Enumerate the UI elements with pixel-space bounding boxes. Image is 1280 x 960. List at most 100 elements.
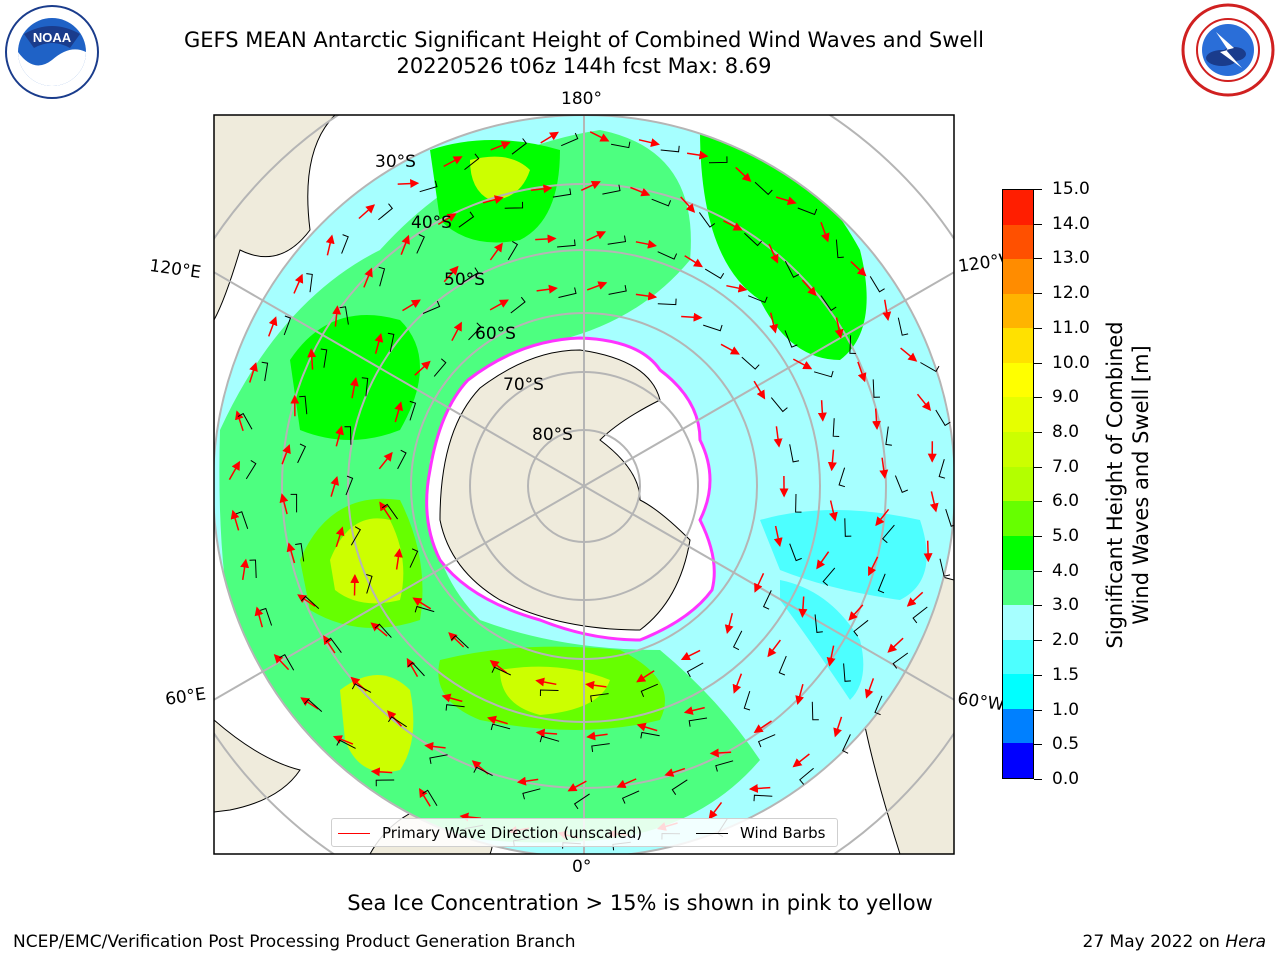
colorbar-segment [1003,535,1033,571]
wave-direction-arrow [748,783,771,793]
noaa-logo-icon: NOAA [5,5,99,99]
wave-direction-arrow [638,138,660,147]
wave-direction-arrow [441,693,463,703]
wave-direction-arrow [753,380,766,400]
wind-barb [892,652,909,669]
colorbar [1002,189,1034,779]
wind-barb [414,605,435,613]
wind-barb [608,285,627,295]
wind-barb [789,444,800,463]
wind-barb [869,276,885,293]
wave-direction-arrow [281,444,291,465]
colorbar-tick-label: 0.5 [1052,734,1080,755]
wave-direction-arrow [801,279,817,297]
wind-barb [872,379,881,398]
wind-barb [283,315,292,336]
wind-barb [504,201,524,209]
wave-direction-arrow [664,767,686,777]
wind-barb [686,662,704,678]
wave-direction-arrow [586,731,608,741]
wind-barb [708,156,728,164]
wave-direction-arrow [451,321,462,342]
colorbar-tick [1034,397,1042,399]
wind-barb [838,467,846,488]
wind-barb [507,240,519,261]
wave-direction-arrow [286,542,296,564]
wave-direction-arrow [709,748,732,758]
map-legend: Primary Wave Direction (unscaled) Wind B… [331,818,838,847]
wind-barb [382,503,399,520]
wave-direction-arrow [586,281,608,291]
wind-barb [939,558,951,577]
colorbar-tick [1034,258,1042,260]
wave-direction-arrow [773,426,783,448]
wave-direction-arrow [720,343,740,355]
wave-direction-arrow [482,195,504,204]
colorbar-segment [1003,328,1033,363]
wave-direction-arrow [536,284,558,294]
wave-direction-arrow [235,410,244,432]
wind-barb [822,567,836,586]
wave-direction-arrow [358,204,376,220]
wind-barb [407,661,425,677]
wind-barb [799,767,814,785]
colorbar-tick-label: 14.0 [1052,213,1090,234]
wave-direction-arrow [792,358,813,370]
wave-direction-arrow [868,556,879,577]
wind-barb [784,260,800,278]
wave-direction-arrow [827,449,837,472]
wave-direction-arrow [879,457,889,479]
wind-barb [912,606,928,624]
colorbar-tick-label: 6.0 [1052,491,1080,512]
colorbar-segment [1003,259,1033,294]
wave-direction-arrow [586,231,607,242]
colorbar-tick [1034,674,1042,676]
wind-barb [464,153,480,170]
wind-barb [351,683,372,693]
wind-barb [844,518,852,537]
wave-direction-arrow [273,654,290,671]
wave-direction-arrow [412,597,432,610]
wave-direction-arrow [817,400,827,422]
wave-direction-arrow [829,500,838,522]
wave-direction-arrow [379,501,392,520]
wind-barb [938,459,946,479]
wave-direction-arrow [923,540,933,563]
wave-direction-arrow [349,377,359,399]
colorbar-tick-label: 15.0 [1052,179,1090,199]
wave-direction-arrow [635,291,658,301]
lon-label-0: 0° [572,857,592,877]
wave-direction-arrow [635,239,657,249]
wave-direction-arrow [834,317,844,339]
colorbar-tick [1034,779,1042,780]
wave-direction-arrow [279,493,289,515]
wind-barb [422,789,438,807]
wind-barb [361,377,369,397]
colorbar-tick [1034,327,1042,329]
wave-direction-arrow [732,673,743,694]
colorbar-tick [1034,189,1042,190]
wind-barb [657,298,677,306]
wave-direction-arrow [516,776,539,786]
wave-direction-arrow [323,635,336,654]
colorbar-label-line1: Significant Height of Combined [1103,321,1127,649]
wind-barb [835,239,844,259]
wind-barb [607,235,627,245]
wave-direction-arrow [616,778,637,789]
colorbar-tick-label: 1.5 [1052,664,1080,685]
wave-direction-arrow [724,613,734,635]
wind-barb [945,508,954,527]
wave-direction-arrow [335,425,344,447]
wind-barb [445,704,465,711]
wave-direction-arrow [630,186,651,197]
wind-barb [753,794,773,802]
footer-date-text: 27 May 2022 on [1082,932,1220,952]
wave-direction-arrow [833,716,843,738]
australia-landmass [214,115,336,321]
colorbar-segment [1003,605,1033,640]
wave-direction-arrow [820,221,830,243]
colorbar-tick-label: 7.0 [1052,456,1080,477]
wind-barb [473,766,493,777]
wave-direction-arrow [875,508,890,527]
nws-logo-icon [1181,3,1275,97]
